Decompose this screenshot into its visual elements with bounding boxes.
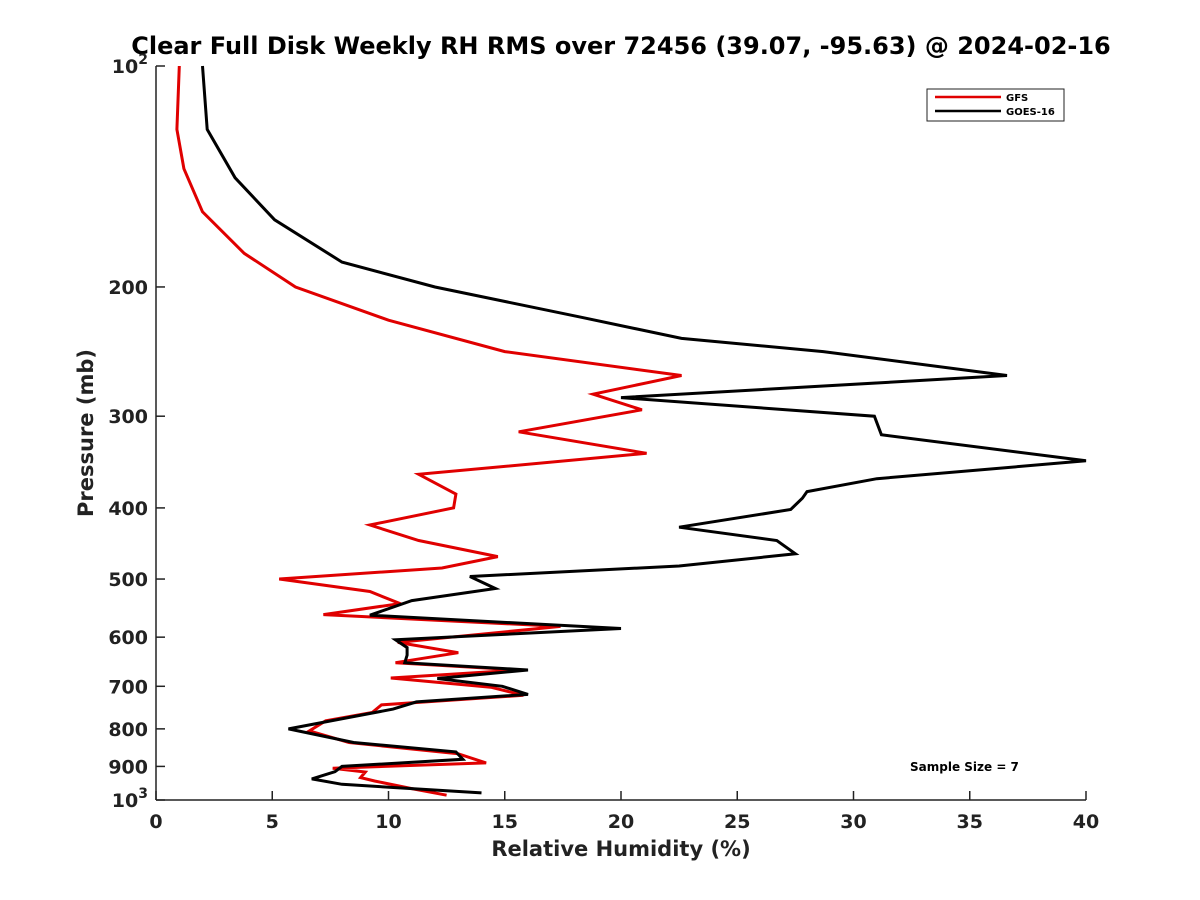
x-tick-label: 5 (266, 811, 279, 833)
legend-label-goes-16: GOES-16 (1006, 107, 1055, 118)
x-ticks: 0 5 10 15 20 25 30 35 40 (149, 791, 1099, 833)
y-tick-label: 300 (108, 406, 148, 428)
x-tick-label: 15 (492, 811, 518, 833)
legend: GFS GOES-16 (926, 88, 1065, 122)
x-tick-label: 20 (608, 811, 634, 833)
y-tick-label: 400 (108, 498, 148, 520)
y-tick-label: 900 (108, 756, 148, 778)
x-axis-label: Relative Humidity (%) (491, 837, 750, 861)
y-tick-label: 200 (108, 277, 148, 299)
series-line-goes-16 (201, 65, 1087, 795)
series-layer (175, 65, 1087, 797)
y-tick-label: 102 (112, 52, 148, 78)
x-tick-label: 35 (957, 811, 983, 833)
legend-label-gfs: GFS (1006, 93, 1028, 104)
x-tick-label: 0 (149, 811, 162, 833)
y-tick-label: 600 (108, 627, 148, 649)
plot-background (156, 66, 1086, 800)
y-tick-label: 500 (108, 569, 148, 591)
x-tick-label: 25 (724, 811, 750, 833)
x-tick-label: 30 (840, 811, 866, 833)
chart-title: Clear Full Disk Weekly RH RMS over 72456… (131, 32, 1111, 60)
y-tick-label: 700 (108, 676, 148, 698)
y-tick-label: 103 (112, 786, 148, 812)
plot-area (156, 66, 1086, 800)
legend-box (926, 88, 1065, 122)
y-axis-label: Pressure (mb) (74, 349, 98, 517)
x-tick-label: 40 (1073, 811, 1099, 833)
sample-size-annotation: Sample Size = 7 (910, 760, 1019, 774)
y-tick-label: 800 (108, 719, 148, 741)
y-ticks: 102 200 300 400 500 600 700 800 900 103 (108, 52, 165, 812)
x-tick-label: 10 (375, 811, 401, 833)
